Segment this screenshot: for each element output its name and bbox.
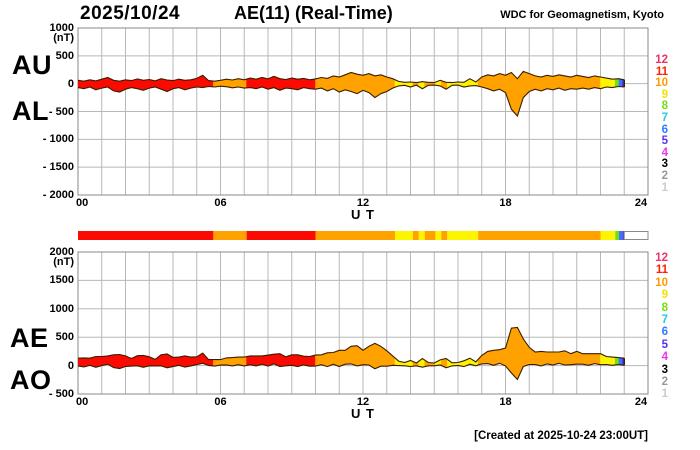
x-tick-label: 18 [499, 197, 512, 209]
activity-level-3: 3 [661, 363, 668, 376]
activity-level-12: 12 [655, 54, 668, 66]
y-tick-label: 1000 [49, 302, 74, 315]
activity-level-4: 4 [661, 351, 668, 364]
x-axis-label-bottom: U T [351, 406, 375, 421]
activity-level-1: 1 [661, 181, 668, 194]
y-tick-label: - 2000 [42, 189, 74, 201]
x-tick-label: 18 [499, 396, 512, 408]
y-tick-label: 1000 [49, 22, 74, 34]
activity-level-9: 9 [661, 289, 668, 302]
x-axis-label-top: U T [351, 207, 375, 222]
x-tick-label: 00 [76, 396, 89, 408]
activity-level-2: 2 [661, 170, 668, 182]
y-tick-label: 0 [67, 359, 74, 372]
y-axis-unit-top: (nT) [53, 32, 74, 44]
activity-level-8: 8 [661, 301, 668, 314]
activity-level-1: 1 [661, 388, 668, 401]
activity-level-10: 10 [655, 77, 668, 90]
page-title: AE(11) (Real-Time) [234, 3, 393, 23]
y-tick-label: - 1500 [42, 161, 74, 174]
y-tick-label: 500 [55, 49, 74, 62]
activity-level-6: 6 [661, 123, 668, 136]
x-tick-label: 24 [634, 197, 648, 209]
source-label: WDC for Geomagnetism, Kyoto [500, 9, 664, 21]
x-tick-label: 06 [214, 396, 227, 408]
x-tick-label: 06 [214, 197, 227, 209]
y-tick-label: - 500 [48, 105, 74, 118]
activity-level-7: 7 [661, 314, 668, 326]
activity-level-12: 12 [655, 252, 668, 264]
y-tick-label: 0 [67, 77, 74, 90]
activity-level-5: 5 [661, 338, 668, 351]
activity-level-11: 11 [655, 65, 668, 78]
y-tick-label: 2000 [49, 246, 74, 258]
y-tick-label: 500 [55, 331, 74, 344]
ao-series-label: AO [10, 365, 52, 395]
y-tick-label: - 500 [48, 388, 74, 400]
activity-level-7: 7 [661, 112, 668, 124]
x-tick-label: 12 [356, 396, 370, 408]
activity-level-3: 3 [661, 158, 668, 171]
activity-level-9: 9 [661, 88, 668, 101]
au-series-label: AU [12, 50, 52, 80]
x-tick-label: 24 [634, 396, 648, 408]
ae-series-label: AE [10, 323, 49, 353]
x-tick-label: 00 [76, 197, 89, 209]
activity-level-11: 11 [655, 264, 668, 277]
activity-level-5: 5 [661, 135, 668, 148]
activity-level-8: 8 [661, 100, 668, 113]
y-tick-label: 1500 [49, 274, 74, 287]
x-tick-label: 12 [356, 197, 370, 209]
activity-level-4: 4 [661, 146, 668, 159]
activity-level-2: 2 [661, 376, 668, 388]
created-timestamp: [Created at 2025-10-24 23:00UT] [474, 430, 648, 442]
date-title: 2025/10/24 [80, 3, 181, 24]
y-tick-label: - 1000 [42, 133, 74, 146]
activity-level-10: 10 [655, 276, 668, 289]
al-series-label: AL [12, 96, 49, 126]
activity-level-6: 6 [661, 326, 668, 339]
y-axis-unit-bottom: (nT) [53, 256, 74, 268]
